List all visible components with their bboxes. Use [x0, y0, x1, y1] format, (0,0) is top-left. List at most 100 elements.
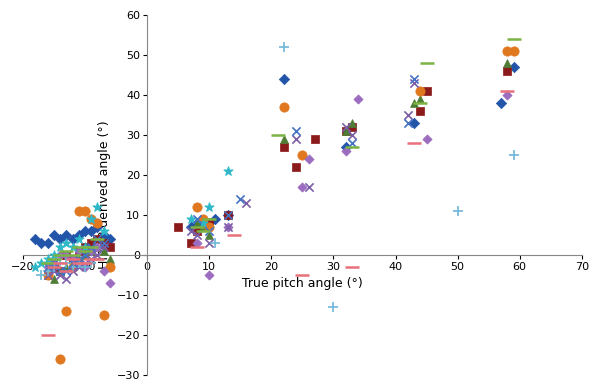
Point — [502, 68, 512, 74]
Point — [43, 272, 53, 278]
Point — [86, 216, 96, 222]
Y-axis label: HIPOP-derived angle (°): HIPOP-derived angle (°) — [98, 121, 111, 269]
Point — [68, 260, 77, 266]
Point — [49, 276, 59, 282]
Point — [99, 240, 109, 246]
Point — [198, 220, 208, 226]
Point — [55, 272, 65, 278]
Point — [43, 264, 53, 270]
Point — [279, 144, 289, 150]
Point — [55, 252, 65, 258]
Point — [80, 252, 90, 258]
Point — [80, 208, 90, 214]
Point — [223, 224, 233, 230]
Point — [74, 232, 83, 238]
Point — [99, 312, 109, 318]
Point — [80, 244, 90, 250]
Point — [74, 264, 83, 270]
Point — [235, 196, 245, 202]
Point — [86, 248, 96, 254]
Point — [105, 236, 115, 242]
Point — [205, 220, 214, 226]
Point — [86, 256, 96, 262]
Point — [49, 264, 59, 270]
Point — [223, 212, 233, 218]
Point — [341, 144, 350, 150]
Point — [453, 208, 463, 214]
Point — [49, 268, 59, 274]
Point — [43, 268, 53, 274]
Point — [223, 168, 233, 174]
Point — [279, 44, 289, 50]
Point — [416, 96, 425, 102]
Point — [304, 184, 313, 190]
Point — [49, 252, 59, 258]
Point — [68, 256, 77, 262]
Point — [409, 100, 419, 106]
Point — [80, 244, 90, 250]
Point — [341, 128, 350, 134]
Point — [92, 252, 102, 258]
Point — [409, 80, 419, 86]
Point — [99, 248, 109, 254]
Point — [422, 60, 431, 66]
Point — [99, 268, 109, 274]
Point — [74, 208, 83, 214]
Point — [105, 256, 115, 262]
Point — [310, 136, 320, 142]
Point — [105, 280, 115, 286]
Point — [198, 216, 208, 222]
Point — [43, 272, 53, 278]
Point — [92, 244, 102, 250]
Point — [329, 304, 338, 310]
Point — [31, 236, 40, 242]
Point — [341, 128, 350, 134]
Point — [62, 252, 71, 258]
Point — [80, 264, 90, 270]
Point — [409, 140, 419, 146]
Point — [62, 240, 71, 246]
Point — [74, 260, 83, 266]
Point — [43, 240, 53, 246]
Point — [74, 256, 83, 262]
Point — [205, 232, 214, 238]
Point — [49, 260, 59, 266]
Point — [298, 272, 307, 278]
Point — [105, 244, 115, 250]
Point — [92, 244, 102, 250]
Point — [192, 240, 202, 246]
Point — [298, 184, 307, 190]
Point — [186, 216, 196, 222]
Point — [37, 272, 46, 278]
Point — [74, 256, 83, 262]
Point — [509, 152, 518, 158]
Point — [105, 264, 115, 270]
Point — [55, 268, 65, 274]
Point — [496, 100, 506, 106]
Point — [99, 244, 109, 250]
Point — [68, 260, 77, 266]
Point — [347, 144, 357, 150]
Point — [416, 108, 425, 114]
Point — [49, 260, 59, 266]
Point — [62, 268, 71, 274]
Point — [192, 224, 202, 230]
Point — [86, 256, 96, 262]
Point — [55, 268, 65, 274]
Point — [62, 308, 71, 314]
Point — [68, 244, 77, 250]
Point — [55, 252, 65, 258]
Point — [205, 216, 214, 222]
Point — [198, 228, 208, 234]
Point — [409, 76, 419, 82]
Point — [62, 276, 71, 282]
Point — [74, 236, 83, 242]
Point — [205, 204, 214, 210]
Point — [205, 224, 214, 230]
Point — [211, 240, 220, 246]
Point — [92, 236, 102, 242]
Point — [86, 228, 96, 234]
Point — [192, 228, 202, 234]
Point — [74, 248, 83, 254]
Point — [55, 236, 65, 242]
